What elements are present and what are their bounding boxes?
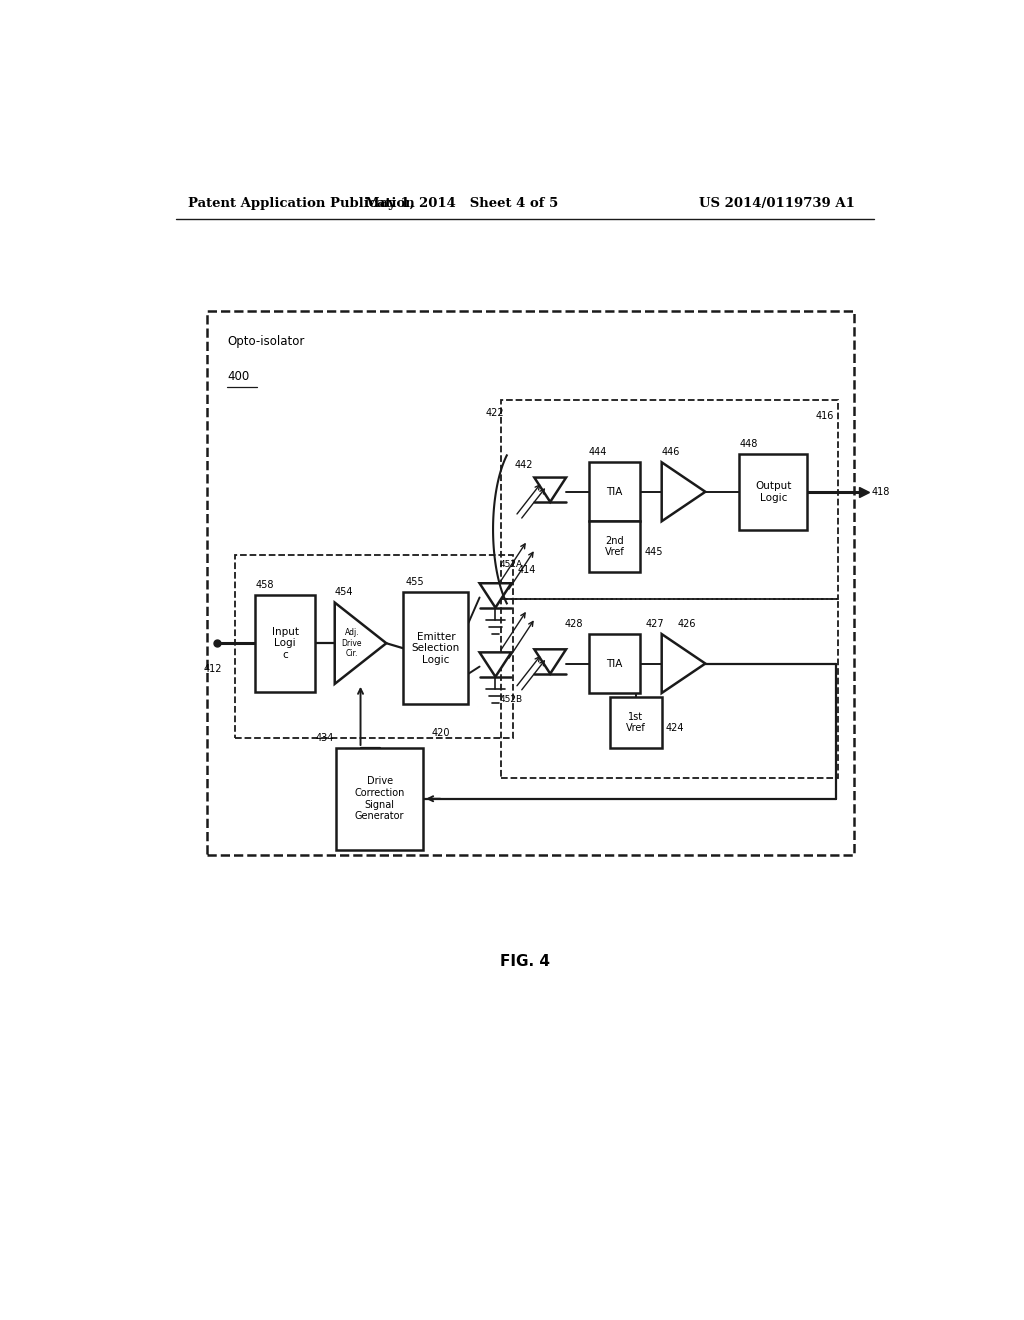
- Bar: [255, 595, 315, 692]
- Text: Emitter
Selection
Logic: Emitter Selection Logic: [412, 632, 460, 665]
- Polygon shape: [479, 583, 511, 607]
- Text: 452A: 452A: [500, 561, 522, 569]
- Text: 400: 400: [227, 371, 250, 383]
- Text: Patent Application Publication: Patent Application Publication: [187, 197, 415, 210]
- Text: Opto-isolator: Opto-isolator: [227, 335, 304, 348]
- Text: Drive
Correction
Signal
Generator: Drive Correction Signal Generator: [354, 776, 404, 821]
- Polygon shape: [535, 478, 566, 502]
- Bar: [589, 634, 640, 693]
- Text: 446: 446: [662, 447, 680, 457]
- Bar: [336, 748, 423, 850]
- Text: 458: 458: [255, 579, 273, 590]
- Text: 424: 424: [666, 722, 684, 733]
- Bar: [501, 598, 839, 779]
- Bar: [589, 521, 640, 572]
- Text: 422: 422: [485, 408, 504, 417]
- Text: TIA: TIA: [606, 487, 623, 496]
- Text: 420: 420: [431, 727, 450, 738]
- Bar: [207, 310, 854, 854]
- Text: 455: 455: [406, 577, 424, 587]
- Bar: [589, 462, 640, 521]
- Text: 454: 454: [335, 587, 353, 598]
- Text: Adj.
Drive
Cir.: Adj. Drive Cir.: [342, 628, 362, 659]
- Text: 414: 414: [518, 565, 536, 576]
- Text: 452B: 452B: [500, 694, 522, 704]
- Text: May 1, 2014   Sheet 4 of 5: May 1, 2014 Sheet 4 of 5: [365, 197, 558, 210]
- Text: 2nd
Vref: 2nd Vref: [604, 536, 625, 557]
- Text: 426: 426: [678, 619, 696, 628]
- Text: 428: 428: [565, 619, 584, 628]
- Text: 448: 448: [739, 438, 758, 449]
- Text: Input
Logi
c: Input Logi c: [271, 627, 299, 660]
- Text: US 2014/0119739 A1: US 2014/0119739 A1: [699, 197, 855, 210]
- Polygon shape: [662, 462, 706, 521]
- Text: 418: 418: [871, 487, 890, 496]
- Bar: [739, 454, 807, 529]
- Polygon shape: [335, 602, 386, 684]
- Text: 434: 434: [315, 733, 334, 743]
- Text: 1st
Vref: 1st Vref: [626, 711, 646, 734]
- Bar: [610, 697, 662, 748]
- Text: 412: 412: [204, 664, 222, 673]
- Text: 444: 444: [589, 447, 607, 457]
- Polygon shape: [662, 634, 706, 693]
- Polygon shape: [535, 649, 566, 673]
- Text: 442: 442: [514, 461, 532, 470]
- Polygon shape: [479, 652, 511, 677]
- Bar: [236, 554, 513, 738]
- Text: 445: 445: [644, 546, 663, 557]
- Bar: [501, 400, 839, 598]
- Text: TIA: TIA: [606, 659, 623, 668]
- Text: Output
Logic: Output Logic: [755, 480, 792, 503]
- Text: 416: 416: [816, 411, 835, 421]
- Text: FIG. 4: FIG. 4: [500, 954, 550, 969]
- Bar: [403, 593, 468, 704]
- Text: 427: 427: [646, 619, 665, 628]
